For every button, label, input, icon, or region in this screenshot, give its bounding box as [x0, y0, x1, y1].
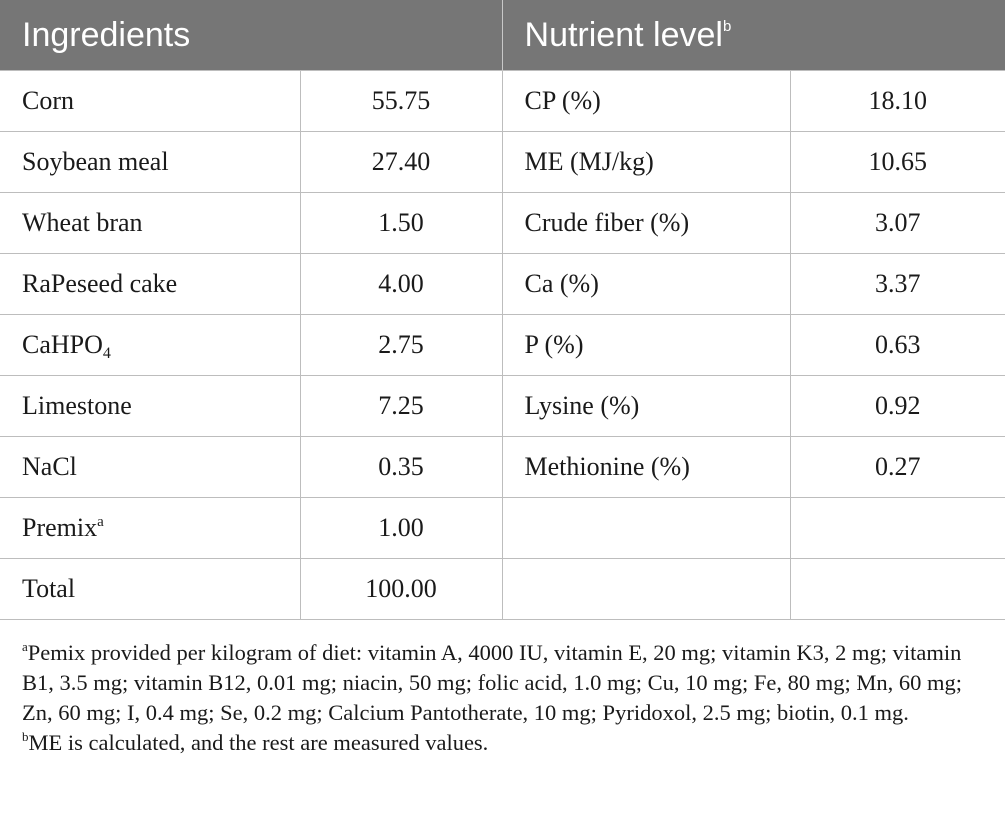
ingredient-name: NaCl	[0, 436, 301, 498]
header-nutrient-level: Nutrient levelb	[502, 0, 1005, 71]
nutrient-name	[501, 497, 791, 559]
footnote-b-mark: b	[22, 729, 29, 744]
table-footnotes: aPemix provided per kilogram of diet: vi…	[22, 638, 992, 758]
header-row: Ingredients Nutrient levelb	[0, 0, 1005, 71]
ingredient-name: Wheat bran	[0, 192, 301, 254]
header-nutrient-label: Nutrient level	[524, 15, 723, 54]
table-row: Soybean meal 27.40 ME (MJ/kg) 10.65	[0, 131, 1005, 193]
nutrient-value: 0.63	[789, 314, 1005, 376]
nutrient-value	[789, 558, 1005, 620]
ingredient-name-cell: Premixa	[0, 497, 301, 559]
table-row: CaHPO4 2.75 P (%) 0.63	[0, 314, 1005, 376]
table-row: Limestone 7.25 Lysine (%) 0.92	[0, 375, 1005, 437]
nutrient-name: CP (%)	[501, 70, 791, 132]
ingredient-name-cell: CaHPO4	[0, 314, 301, 376]
ingredient-value: 0.35	[299, 436, 503, 498]
header-ingredients: Ingredients	[0, 0, 503, 71]
ingredient-name: Soybean meal	[0, 131, 301, 193]
table-body: Corn 55.75 CP (%) 18.10 Soybean meal 27.…	[0, 70, 1005, 620]
nutrient-name: Lysine (%)	[501, 375, 791, 437]
table-header: Ingredients Nutrient levelb	[0, 0, 1005, 71]
ingredient-subscript: 4	[102, 345, 111, 362]
table-row: Premixa 1.00	[0, 497, 1005, 559]
ingredient-name: Total	[0, 558, 301, 620]
footnote-a-mark: a	[22, 639, 28, 654]
nutrient-value: 3.37	[789, 253, 1005, 315]
table-row: Corn 55.75 CP (%) 18.10	[0, 70, 1005, 132]
footnote-b-text: ME is calculated, and the rest are measu…	[28, 730, 489, 755]
ingredient-name: Corn	[0, 70, 301, 132]
nutrient-value	[789, 497, 1005, 559]
ingredient-name: Limestone	[0, 375, 301, 437]
ingredient-value: 7.25	[299, 375, 503, 437]
table-row: Total 100.00	[0, 558, 1005, 620]
ingredient-value: 1.50	[299, 192, 503, 254]
ingredient-value: 1.00	[299, 497, 503, 559]
nutrient-value: 18.10	[789, 70, 1005, 132]
nutrient-name: Ca (%)	[501, 253, 791, 315]
nutrient-name: Crude fiber (%)	[501, 192, 791, 254]
table-row: NaCl 0.35 Methionine (%) 0.27	[0, 436, 1005, 498]
nutrient-name: P (%)	[501, 314, 791, 376]
ingredient-name: Premix	[22, 513, 98, 542]
ingredient-value: 2.75	[299, 314, 503, 376]
nutrient-name	[501, 558, 791, 620]
footnote-a: aPemix provided per kilogram of diet: vi…	[22, 638, 992, 728]
header-nutrient-footnote-mark: b	[722, 17, 732, 35]
ingredient-value: 55.75	[299, 70, 503, 132]
diet-composition-table: Ingredients Nutrient levelb Corn 55.75 C…	[0, 0, 1005, 620]
nutrient-value: 0.92	[789, 375, 1005, 437]
ingredient-value: 27.40	[299, 131, 503, 193]
footnote-a-text: Pemix provided per kilogram of diet: vit…	[22, 640, 962, 725]
nutrient-value: 0.27	[789, 436, 1005, 498]
nutrient-name: ME (MJ/kg)	[501, 131, 791, 193]
nutrient-value: 10.65	[789, 131, 1005, 193]
ingredient-value: 4.00	[299, 253, 503, 315]
table-row: RaPeseed cake 4.00 Ca (%) 3.37	[0, 253, 1005, 315]
ingredient-name: RaPeseed cake	[0, 253, 301, 315]
footnote-b: bME is calculated, and the rest are meas…	[22, 728, 992, 758]
nutrient-name: Methionine (%)	[501, 436, 791, 498]
ingredient-value: 100.00	[299, 558, 503, 620]
table-row: Wheat bran 1.50 Crude fiber (%) 3.07	[0, 192, 1005, 254]
header-ingredients-label: Ingredients	[22, 15, 191, 54]
ingredient-name: CaHPO	[22, 330, 103, 359]
ingredient-footnote-mark: a	[97, 514, 104, 530]
nutrient-value: 3.07	[789, 192, 1005, 254]
